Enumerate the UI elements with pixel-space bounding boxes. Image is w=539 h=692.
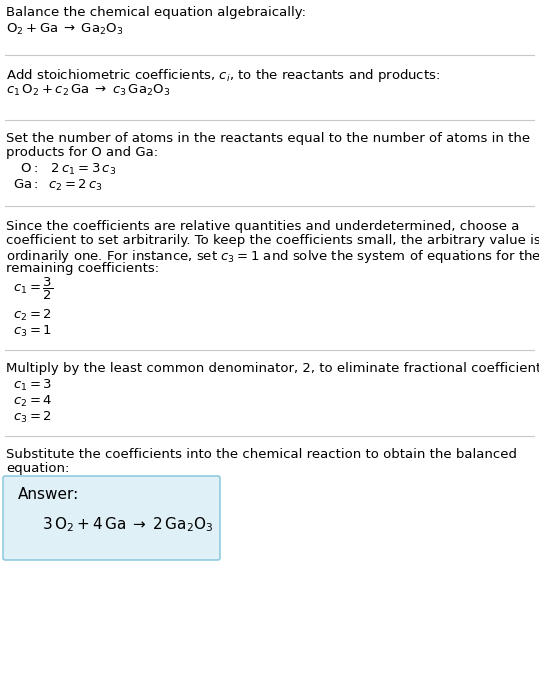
Text: Multiply by the least common denominator, 2, to eliminate fractional coefficient: Multiply by the least common denominator… (6, 362, 539, 375)
Text: Set the number of atoms in the reactants equal to the number of atoms in the: Set the number of atoms in the reactants… (6, 132, 530, 145)
Text: $c_1 = \dfrac{3}{2}$: $c_1 = \dfrac{3}{2}$ (13, 276, 53, 302)
Text: $\mathrm{Ga:}\;\; c_2 = 2\,c_3$: $\mathrm{Ga:}\;\; c_2 = 2\,c_3$ (13, 178, 103, 193)
Text: coefficient to set arbitrarily. To keep the coefficients small, the arbitrary va: coefficient to set arbitrarily. To keep … (6, 234, 539, 247)
Text: $c_1\,\mathrm{O_2} + c_2\,\mathrm{Ga} \;\rightarrow\; c_3\,\mathrm{Ga_2O_3}$: $c_1\,\mathrm{O_2} + c_2\,\mathrm{Ga} \;… (6, 83, 171, 98)
Text: Balance the chemical equation algebraically:: Balance the chemical equation algebraica… (6, 6, 307, 19)
Text: $c_2 = 2$: $c_2 = 2$ (13, 308, 52, 323)
FancyBboxPatch shape (3, 476, 220, 560)
Text: Answer:: Answer: (18, 487, 80, 502)
Text: Since the coefficients are relative quantities and underdetermined, choose a: Since the coefficients are relative quan… (6, 220, 520, 233)
Text: Substitute the coefficients into the chemical reaction to obtain the balanced: Substitute the coefficients into the che… (6, 448, 517, 461)
Text: ordinarily one. For instance, set $c_3 = 1$ and solve the system of equations fo: ordinarily one. For instance, set $c_3 =… (6, 248, 539, 265)
Text: $c_2 = 4$: $c_2 = 4$ (13, 394, 52, 409)
Text: products for O and Ga:: products for O and Ga: (6, 146, 158, 159)
Text: $\mathrm{O:}\;\;\; 2\,c_1 = 3\,c_3$: $\mathrm{O:}\;\;\; 2\,c_1 = 3\,c_3$ (20, 162, 116, 177)
Text: $\mathrm{O_2} + \mathrm{Ga} \;\rightarrow\; \mathrm{Ga_2O_3}$: $\mathrm{O_2} + \mathrm{Ga} \;\rightarro… (6, 22, 124, 37)
Text: remaining coefficients:: remaining coefficients: (6, 262, 160, 275)
Text: $c_3 = 2$: $c_3 = 2$ (13, 410, 52, 425)
Text: $3\,\mathrm{O_2} + 4\,\mathrm{Ga} \;\rightarrow\; 2\,\mathrm{Ga_2O_3}$: $3\,\mathrm{O_2} + 4\,\mathrm{Ga} \;\rig… (42, 515, 213, 534)
Text: $c_3 = 1$: $c_3 = 1$ (13, 324, 52, 339)
Text: $c_1 = 3$: $c_1 = 3$ (13, 378, 52, 393)
Text: equation:: equation: (6, 462, 70, 475)
Text: Add stoichiometric coefficients, $c_i$, to the reactants and products:: Add stoichiometric coefficients, $c_i$, … (6, 67, 441, 84)
